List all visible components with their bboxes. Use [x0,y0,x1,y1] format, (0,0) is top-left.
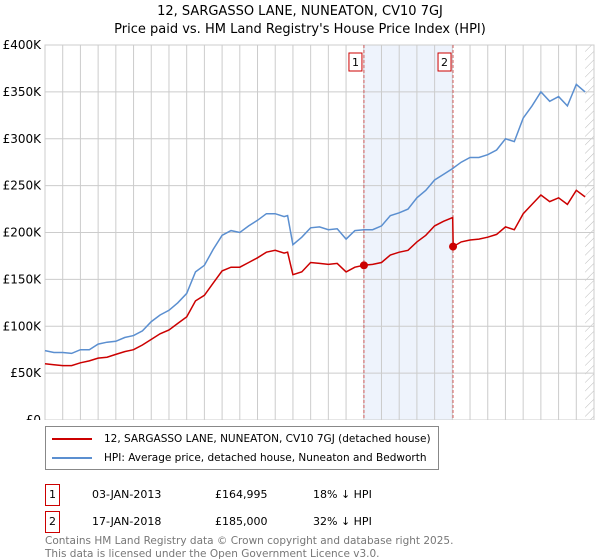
transaction-label-box [348,52,363,72]
hpi-line [44,83,586,355]
y-tick-label: £0 [26,413,41,420]
legend-item-property: 12, SARGASSO LANE, NUNEATON, CV10 7GJ (d… [52,433,431,445]
y-tick-label: £400K [3,38,43,52]
transaction-date: 17-JAN-2018 [92,515,162,528]
transaction-label: 2 [441,56,448,69]
chart-title: 12, SARGASSO LANE, NUNEATON, CV10 7GJ [157,4,443,19]
transaction-row: 1 03-JAN-2013 £164,995 18% ↓ HPI [45,484,445,506]
transaction-row: 2 17-JAN-2018 £185,000 32% ↓ HPI [45,511,445,533]
y-tick-label: £250K [3,179,43,193]
y-tick-label: £150K [3,272,43,286]
transaction-price: £164,995 [215,488,268,501]
legend-item-hpi: HPI: Average price, detached house, Nune… [52,452,426,464]
transaction-point [449,242,458,251]
footer-copyright: Contains HM Land Registry data © Crown c… [45,535,454,547]
price-chart: £0 £50K £100K £150K £200K £250K £300K £350K £400… [3,38,595,420]
y-tick-label: £100K [3,319,43,333]
chart-subtitle: Price paid vs. HM Land Registry's House … [114,22,486,37]
transaction-badge: 1 [45,484,60,506]
property-price-line [44,189,586,367]
transaction-label: 1 [352,56,359,69]
transaction-hpi-diff: 18% ↓ HPI [313,488,372,501]
legend-label-property: 12, SARGASSO LANE, NUNEATON, CV10 7GJ (d… [104,433,431,445]
legend: 12, SARGASSO LANE, NUNEATON, CV10 7GJ (d… [45,426,439,470]
transaction-badge: 2 [45,511,60,533]
legend-swatch-red [52,438,92,440]
transaction-label-box [437,52,452,72]
y-tick-label: £300K [3,132,43,146]
footer: Contains HM Land Registry data © Crown c… [45,535,453,560]
plot-border [44,44,595,420]
legend-swatch-blue [52,457,92,459]
transaction-date: 03-JAN-2013 [92,488,162,501]
y-tick-label: £350K [3,85,43,99]
footer-licence: This data is licensed under the Open Gov… [45,547,380,560]
transaction-hpi-diff: 32% ↓ HPI [313,515,372,528]
transaction-point [359,261,368,270]
legend-label-hpi: HPI: Average price, detached house, Nune… [104,452,427,464]
y-tick-label: £200K [3,226,43,240]
y-tick-label: £50K [10,366,42,380]
transaction-price: £185,000 [215,515,268,528]
